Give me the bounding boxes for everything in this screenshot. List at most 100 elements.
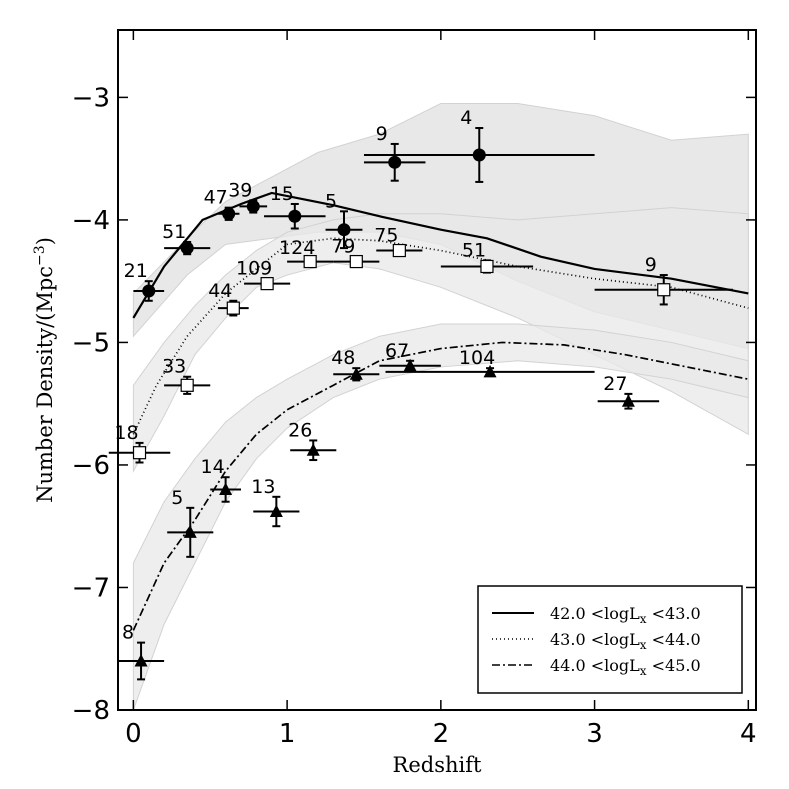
triangle-marker bbox=[183, 525, 197, 538]
count-label: 26 bbox=[288, 419, 312, 441]
count-label: 79 bbox=[331, 236, 355, 258]
legend-label-43-44: 43.0 <logLx <44.0 bbox=[550, 630, 701, 652]
circle-marker bbox=[472, 148, 486, 162]
y-axis-title-main: Number Density/(Mpc bbox=[33, 266, 57, 503]
circle-marker bbox=[246, 199, 260, 213]
y-axis-title: Number Density/(Mpc−3) bbox=[32, 237, 57, 503]
y-tick-label: −3 bbox=[72, 83, 110, 113]
count-label: 109 bbox=[236, 258, 272, 280]
triangle-marker bbox=[349, 367, 363, 380]
point-s1-3 bbox=[244, 277, 291, 291]
count-label: 18 bbox=[114, 422, 138, 444]
point-s2-8 bbox=[597, 392, 660, 410]
point-s2-7 bbox=[385, 364, 595, 378]
point-s2-5 bbox=[333, 367, 380, 382]
count-label: 13 bbox=[251, 476, 275, 498]
count-label: 14 bbox=[201, 456, 225, 478]
x-tick-label: 1 bbox=[279, 719, 296, 749]
legend-box bbox=[477, 585, 743, 694]
legend-label-43-44-text: 43.0 <logL bbox=[550, 630, 640, 649]
point-s0-6 bbox=[363, 142, 426, 182]
model-curves bbox=[132, 191, 749, 631]
square-marker bbox=[226, 301, 240, 315]
count-label: 5 bbox=[171, 487, 183, 509]
plot-frame bbox=[117, 29, 757, 711]
point-s1-4 bbox=[287, 254, 334, 269]
count-label: 21 bbox=[124, 260, 148, 282]
point-s1-7 bbox=[440, 259, 534, 274]
square-marker bbox=[260, 277, 274, 291]
square-marker bbox=[349, 254, 363, 269]
count-label: 39 bbox=[228, 179, 252, 201]
square-marker bbox=[392, 243, 406, 258]
count-label: 75 bbox=[374, 225, 398, 247]
confidence-bands bbox=[132, 103, 749, 710]
point-s1-5 bbox=[333, 254, 380, 269]
circle-marker bbox=[388, 155, 402, 169]
triangle-marker bbox=[403, 358, 417, 372]
square-marker bbox=[303, 254, 317, 269]
count-label: 47 bbox=[204, 187, 228, 209]
point-s2-0 bbox=[118, 641, 165, 681]
legend-label-43-44-sub: x bbox=[640, 638, 647, 652]
band-44-45 bbox=[132, 323, 749, 710]
y-axis-title-exponent: −3 bbox=[32, 245, 48, 266]
count-label: 51 bbox=[162, 221, 186, 243]
count-label: 48 bbox=[331, 347, 355, 369]
x-axis-title: Redshift bbox=[393, 753, 482, 777]
point-s0-4 bbox=[264, 202, 326, 230]
circle-marker bbox=[222, 207, 236, 221]
count-label: 8 bbox=[122, 622, 134, 644]
circle-marker bbox=[337, 223, 351, 237]
square-marker bbox=[132, 446, 147, 460]
count-label: 27 bbox=[603, 373, 627, 395]
y-tick-label: −7 bbox=[72, 573, 110, 603]
legend-label-44-45: 44.0 <logLx <45.0 bbox=[550, 656, 701, 678]
triangle-marker bbox=[621, 394, 635, 407]
y-tick-label: −5 bbox=[72, 328, 110, 358]
legend-label-42-43: 42.0 <logLx <43.0 bbox=[550, 604, 701, 626]
legend-label-43-44-end: <44.0 bbox=[647, 630, 701, 649]
point-s0-0 bbox=[133, 280, 165, 302]
count-label: 67 bbox=[385, 340, 409, 362]
point-s1-2 bbox=[217, 299, 249, 317]
point-s1-6 bbox=[376, 243, 423, 258]
point-s2-6 bbox=[379, 358, 441, 372]
count-label: 5 bbox=[325, 190, 337, 212]
x-tick-label: 3 bbox=[586, 719, 603, 749]
model-curve-1 bbox=[132, 237, 749, 435]
circle-marker bbox=[288, 209, 302, 223]
legend-label-44-45-sub: x bbox=[640, 664, 647, 678]
count-label: 9 bbox=[376, 123, 388, 145]
x-tick-label: 4 bbox=[740, 719, 757, 749]
count-label: 33 bbox=[162, 356, 186, 378]
model-curve-2 bbox=[132, 341, 749, 631]
data-points bbox=[108, 127, 733, 681]
legend-label-44-45-text: 44.0 <logL bbox=[550, 656, 640, 675]
triangle-marker bbox=[219, 482, 233, 495]
square-marker bbox=[657, 283, 671, 297]
point-s2-1 bbox=[167, 506, 214, 558]
count-label: 9 bbox=[645, 254, 657, 276]
axis-ticks: 0 1 2 3 4 −8 −7 −6 −5 −4 −3 bbox=[72, 30, 757, 749]
y-axis-title-close: ) bbox=[33, 237, 57, 245]
x-tick-label: 0 bbox=[125, 719, 142, 749]
legend: 42.0 <logLx <43.0 43.0 <logLx <44.0 44.0… bbox=[477, 585, 743, 694]
count-label: 104 bbox=[459, 347, 495, 369]
circle-marker bbox=[142, 284, 156, 298]
triangle-marker bbox=[134, 653, 148, 667]
point-s0-7 bbox=[363, 127, 595, 183]
circle-marker bbox=[180, 241, 194, 255]
triangle-marker bbox=[483, 364, 497, 378]
y-tick-label: −8 bbox=[72, 696, 110, 726]
count-label: 4 bbox=[460, 107, 472, 129]
square-marker bbox=[180, 378, 194, 392]
y-tick-label: −4 bbox=[72, 206, 110, 236]
point-s1-8 bbox=[594, 274, 733, 306]
legend-label-44-45-end: <45.0 bbox=[647, 656, 701, 675]
count-label: 44 bbox=[208, 280, 232, 302]
triangle-marker bbox=[269, 504, 283, 518]
